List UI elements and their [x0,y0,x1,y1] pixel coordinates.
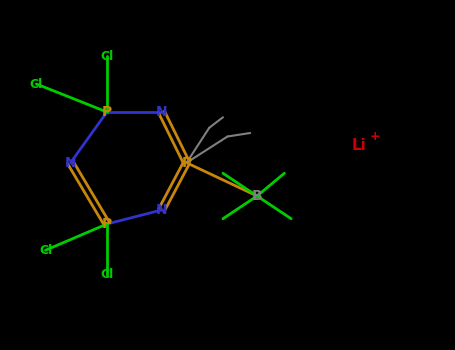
Text: N: N [156,105,167,119]
Text: Cl: Cl [100,268,114,281]
Text: Cl: Cl [30,77,43,91]
Text: Li: Li [352,138,367,153]
Text: B: B [252,189,263,203]
Text: P: P [102,217,112,231]
Text: P: P [102,105,112,119]
Text: +: + [370,130,381,143]
Text: P: P [182,156,192,170]
Text: Cl: Cl [39,244,52,257]
Text: Cl: Cl [100,49,114,63]
Text: N: N [65,156,76,170]
Text: N: N [156,203,167,217]
